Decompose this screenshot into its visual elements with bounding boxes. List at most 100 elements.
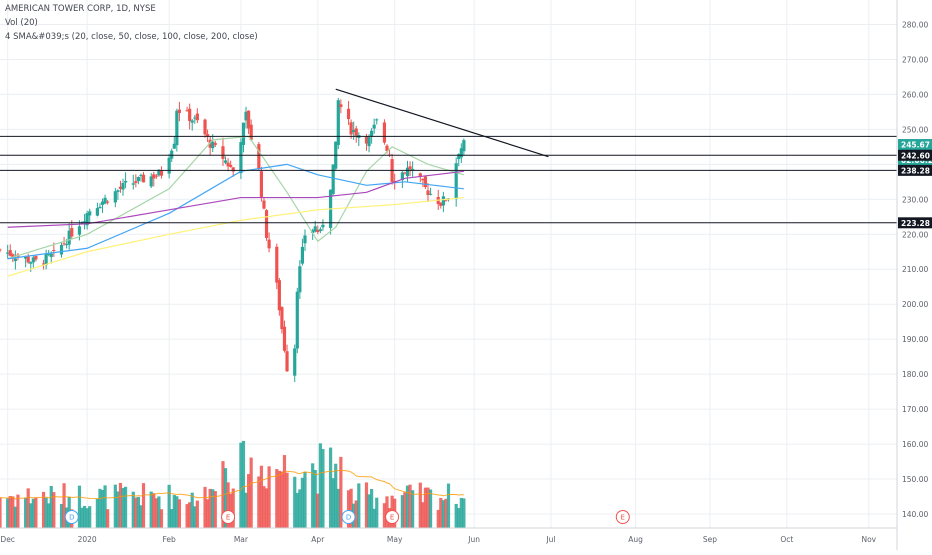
candle-body [382,122,387,143]
x-tick-label: May [387,535,403,544]
event-circle [64,510,79,524]
candle-body [49,253,53,257]
volume-bar [405,485,410,528]
candle-body [462,140,466,152]
volume-bar [459,497,463,528]
candle-body [152,174,156,179]
candle-body [118,186,123,189]
last-price-tag-bg [898,139,932,151]
earnings-marker[interactable]: E [615,510,630,524]
volume-bar [300,477,305,528]
candle-body [231,167,235,172]
event-circle [221,510,236,524]
volume-bar [85,508,89,528]
x-tick-label: Feb [163,535,177,544]
candle-body [241,122,246,145]
candle-body [262,200,266,209]
candle-body [336,100,340,145]
candle-body [116,190,120,192]
candle-body [246,110,251,129]
volume-bar [6,498,10,528]
candle-body [267,239,271,249]
volume-bar [334,463,338,528]
trend-line [335,88,549,158]
volume-bar [370,488,374,528]
volume-bar [185,504,189,528]
volume-bar [205,499,210,528]
volume-bar [47,503,51,528]
volume-bar [267,466,271,528]
volume-bar [203,486,207,528]
volume-bar [159,509,164,528]
x-tick-label: Jul [545,535,555,544]
candle-body [339,104,343,108]
volume-bar [262,486,266,528]
volume-legend: Vol (20) [5,18,38,28]
candle-body [375,119,379,121]
candle-body [205,134,210,137]
volume-bar [423,487,428,528]
volume-bar [403,492,407,528]
level-tag-bg [898,149,932,161]
candle-body [400,172,404,181]
volume-bar [123,486,128,528]
candle-body [408,166,412,170]
candle-body [249,124,253,140]
y-tick-label: 190.00 [902,335,928,344]
volume-bar [170,509,174,528]
candle-body [139,174,143,176]
candle-body [154,175,158,177]
volume-bar [382,503,387,528]
sma-line [7,135,465,260]
candle-body [95,208,99,216]
candle-body [423,176,428,188]
candle-body [188,108,192,121]
x-tick-label: Mar [234,535,249,544]
candle-body [300,246,305,264]
y-tick-label: 170.00 [902,405,928,414]
y-tick-label: 200.00 [902,300,928,309]
volume-bar [303,471,307,528]
volume-bar [257,476,261,528]
volume-bar [428,489,433,528]
volume-bar [8,496,12,528]
volume-bar [13,506,17,528]
candle-body [370,130,374,137]
volume-bar [446,483,451,528]
candle-body [170,150,174,159]
candle-body [441,196,445,206]
dividend-marker[interactable]: D [341,510,356,524]
volume-bar [349,488,353,528]
x-tick-label: Sep [703,535,717,544]
volume-bar [318,443,322,528]
volume-bar [241,440,246,528]
y-tick-label: 160.00 [902,440,928,449]
volume-bar [0,497,2,528]
dividend-marker[interactable]: D [64,510,79,524]
candle-body [346,108,351,120]
volume-bar [439,497,443,528]
candle-body [405,167,410,177]
volume-bar [59,503,64,528]
candle-body [172,143,176,149]
volume-bar [316,493,320,528]
volume-bar [364,482,369,528]
candle-body [88,211,92,216]
earnings-marker[interactable]: E [221,510,236,524]
candle-body [229,164,233,167]
volume-bar [139,505,143,528]
sma-legend: 4 SMA&#039;s (20, close, 50, close, 100,… [5,32,258,42]
volume-bar [80,507,84,528]
candle-body [385,145,389,152]
candle-body [316,229,320,233]
candle-body [13,258,17,262]
volume-bar [354,500,358,528]
candle-body [403,172,407,174]
y-tick-label: 270.00 [902,55,928,64]
volume-bar [346,490,351,528]
y-tick-label: 140.00 [902,510,928,519]
volume-bar [29,503,33,528]
earnings-marker[interactable]: E [385,510,400,524]
